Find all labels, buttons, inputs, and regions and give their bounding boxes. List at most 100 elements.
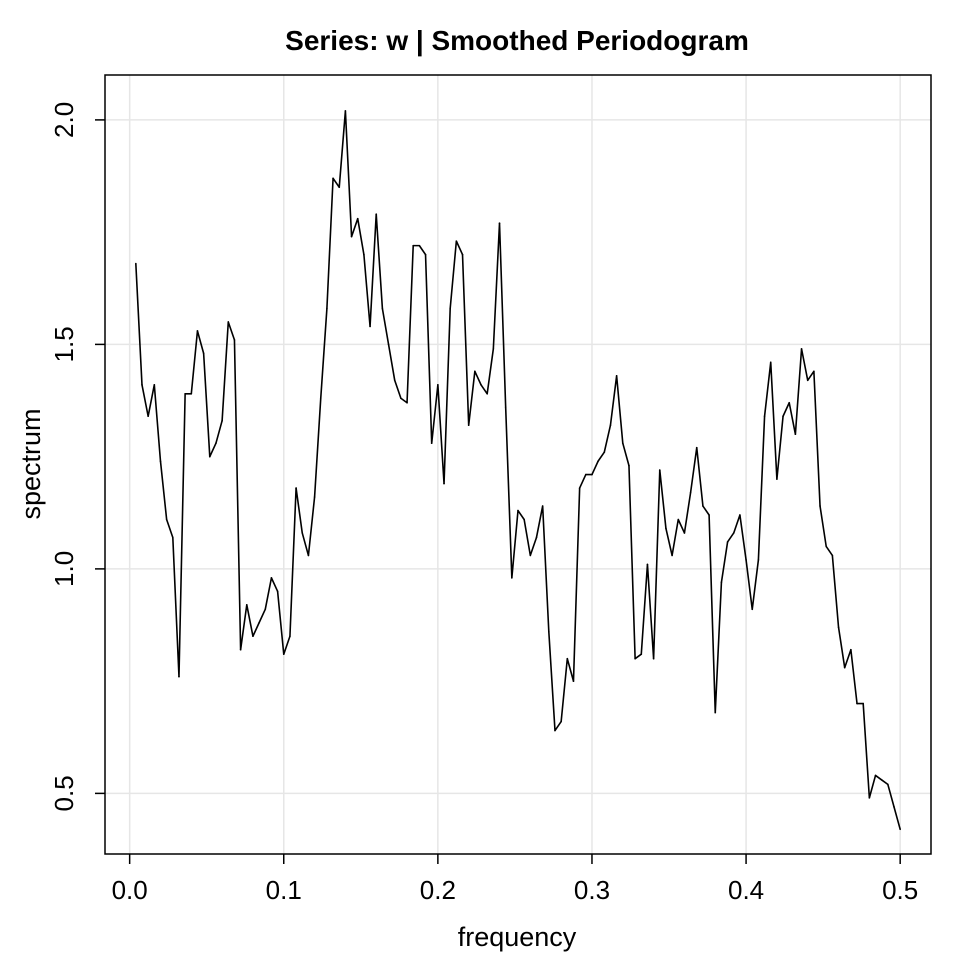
spectrum-point (202, 352, 205, 355)
spectrum-point (381, 307, 384, 310)
spectrum-point (603, 451, 606, 453)
spectrum-point (239, 648, 242, 651)
spectrum-point (856, 702, 858, 705)
spectrum-point (338, 186, 341, 189)
x-tick-label: 0.5 (882, 875, 918, 905)
spectrum-point (215, 442, 217, 444)
spectrum-point (135, 262, 137, 265)
spectrum-point (658, 469, 661, 471)
spectrum-point (393, 379, 396, 382)
spectrum-point (467, 424, 470, 427)
spectrum-point (159, 460, 162, 462)
spectrum-point (806, 379, 809, 382)
x-tick-label: 0.4 (728, 875, 764, 905)
spectrum-point (591, 473, 593, 476)
spectrum-point (227, 321, 230, 323)
spectrum-point (541, 505, 544, 507)
spectrum-point (702, 505, 704, 507)
spectrum-point (609, 424, 612, 427)
spectrum-point (326, 307, 328, 310)
spectrum-point (178, 675, 180, 678)
spectrum-point (276, 590, 279, 593)
spectrum-point (430, 442, 433, 444)
spectrum-point (628, 464, 630, 467)
spectrum-point (517, 509, 519, 512)
spectrum-point (720, 581, 723, 584)
spectrum-point (356, 217, 359, 220)
spectrum-point (646, 563, 649, 566)
spectrum-point (769, 361, 772, 364)
spectrum-point (258, 621, 260, 624)
spectrum-point (819, 505, 821, 507)
spectrum-point (572, 680, 575, 682)
gridlines (105, 75, 931, 854)
spectrum-point (554, 729, 556, 732)
spectrum-point (313, 496, 316, 498)
spectrum-point (147, 415, 149, 418)
spectrum-point (597, 460, 599, 462)
spectrum-point (504, 406, 507, 409)
spectrum-point (843, 666, 846, 669)
chart-title: Series: w | Smoothed Periodogram (285, 25, 749, 56)
spectrum-point (825, 545, 828, 548)
spectrum-point (665, 527, 667, 530)
spectrum-point (695, 446, 698, 449)
spectrum-point (221, 419, 223, 422)
spectrum-point (714, 711, 717, 714)
x-tick-label: 0.0 (112, 875, 148, 905)
spectrum-point (893, 806, 895, 808)
spectrum-point (295, 487, 297, 489)
spectrum-point (301, 532, 304, 534)
spectrum-point (449, 307, 451, 310)
spectrum-point (233, 339, 236, 341)
spectrum-point (400, 397, 402, 400)
spectrum-point (745, 559, 747, 561)
spectrum-point (511, 577, 513, 579)
spectrum-point (788, 401, 791, 404)
spectrum-point (683, 532, 686, 534)
spectrum-point (363, 253, 365, 256)
spectrum-point (245, 604, 248, 606)
spectrum-point (899, 828, 901, 831)
spectrum-point (671, 554, 673, 557)
spectrum-point (652, 657, 655, 660)
spectrum-point (165, 518, 168, 521)
spectrum-point (831, 554, 834, 557)
spectrum-point (184, 392, 186, 395)
spectrum-point (412, 244, 415, 247)
spectrum-point (196, 330, 199, 332)
y-axis: 0.5 1.0 1.5 2.0 (49, 102, 105, 811)
y-tick-label: 1.5 (49, 326, 79, 362)
spectrum-point (332, 177, 334, 180)
spectrum-point (437, 384, 439, 386)
y-tick-label: 1.0 (49, 551, 79, 587)
spectrum-point (529, 554, 532, 557)
spectrum-point (406, 401, 408, 404)
spectrum-point (794, 433, 797, 435)
spectrum-point (252, 635, 254, 638)
spectrum-point (776, 478, 778, 480)
spectrum-point (560, 720, 562, 723)
spectrum-point (566, 657, 569, 660)
spectrum-point (461, 253, 464, 256)
spectrum-point (190, 392, 193, 395)
spectrum-point (621, 442, 624, 444)
spectrum-point (492, 348, 495, 350)
x-tick-label: 0.3 (574, 875, 610, 905)
spectrum-point (732, 532, 735, 534)
spectrum-point (874, 774, 877, 777)
spectrum-point (585, 473, 587, 476)
spectrum-point (208, 455, 211, 458)
spectrum-point (307, 554, 310, 557)
spectrum-point (757, 559, 760, 561)
spectrum-point (344, 110, 347, 112)
spectrum-point (850, 648, 852, 651)
spectrum-point (375, 213, 378, 215)
spectrum-point (282, 653, 285, 655)
spectrum-point (474, 370, 476, 373)
spectrum-point (634, 657, 636, 660)
y-axis-label: spectrum (16, 408, 46, 519)
plot-frame (104, 74, 932, 855)
spectrum-point (868, 797, 871, 799)
